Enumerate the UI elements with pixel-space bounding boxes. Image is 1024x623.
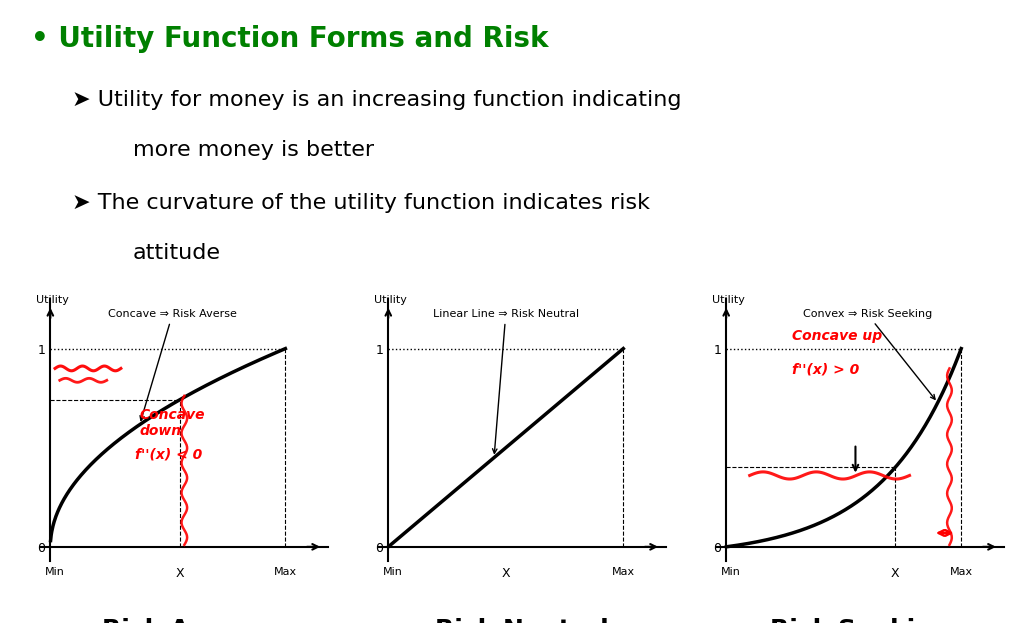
Text: Utility: Utility bbox=[36, 295, 70, 305]
Text: Min: Min bbox=[45, 567, 65, 577]
Text: Max: Max bbox=[273, 567, 297, 577]
Text: X: X bbox=[175, 567, 184, 579]
Text: Convex ⇒ Risk Seeking: Convex ⇒ Risk Seeking bbox=[803, 309, 935, 399]
Text: Min: Min bbox=[383, 567, 402, 577]
Text: ➤ The curvature of the utility function indicates risk: ➤ The curvature of the utility function … bbox=[72, 193, 649, 213]
Text: • Utility Function Forms and Risk: • Utility Function Forms and Risk bbox=[31, 25, 548, 53]
Text: Max: Max bbox=[611, 567, 635, 577]
Text: Linear Line ⇒ Risk Neutral: Linear Line ⇒ Risk Neutral bbox=[433, 309, 579, 454]
Text: X: X bbox=[502, 567, 510, 579]
Text: Risk Neutral: Risk Neutral bbox=[435, 618, 609, 623]
Text: f''(x) > 0: f''(x) > 0 bbox=[792, 363, 859, 376]
Text: Max: Max bbox=[949, 567, 973, 577]
Text: more money is better: more money is better bbox=[133, 140, 374, 160]
Text: Min: Min bbox=[721, 567, 740, 577]
Text: Utility: Utility bbox=[374, 295, 408, 305]
Text: Concave ⇒ Risk Averse: Concave ⇒ Risk Averse bbox=[109, 309, 237, 421]
Text: Concave up: Concave up bbox=[792, 329, 882, 343]
Text: attitude: attitude bbox=[133, 243, 221, 263]
Text: f''(x) < 0: f''(x) < 0 bbox=[135, 448, 202, 462]
Text: Risk Averse: Risk Averse bbox=[102, 618, 266, 623]
Text: X: X bbox=[891, 567, 900, 579]
Text: ➤ Utility for money is an increasing function indicating: ➤ Utility for money is an increasing fun… bbox=[72, 90, 681, 110]
Text: Risk Seeking: Risk Seeking bbox=[770, 618, 950, 623]
Text: Utility: Utility bbox=[712, 295, 745, 305]
Text: Concave
down: Concave down bbox=[139, 408, 205, 438]
